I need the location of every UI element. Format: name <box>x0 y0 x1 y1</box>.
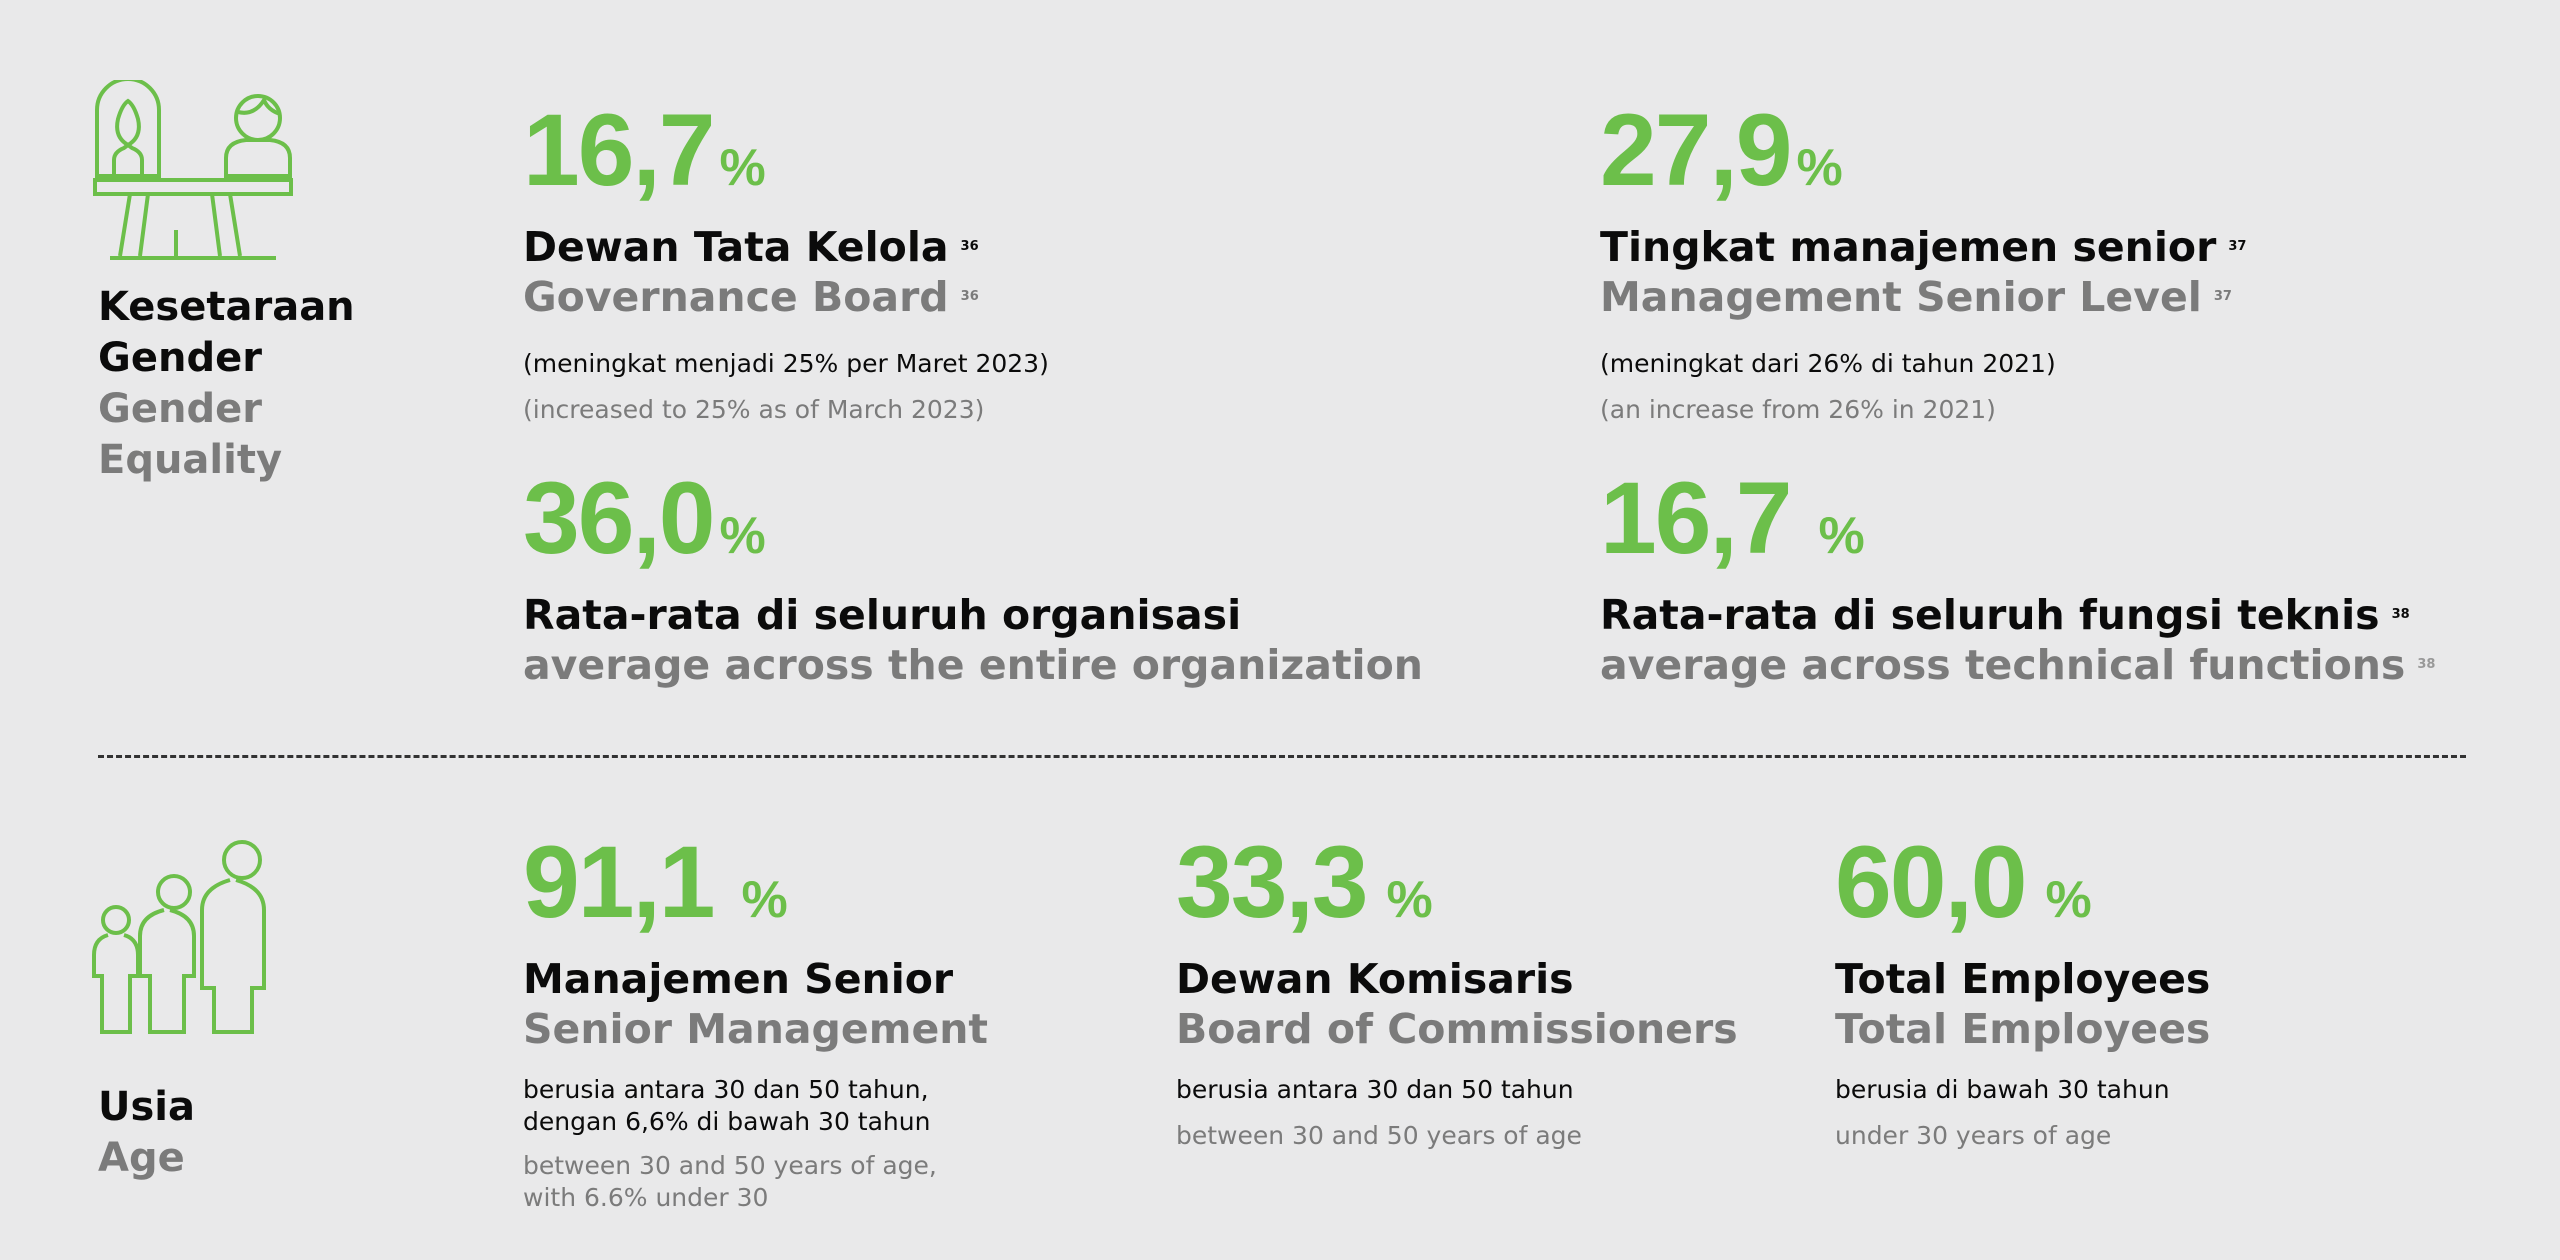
stat-technical-functions-average: 16,7% Rata-rata di seluruh fungsi teknis… <box>1600 467 2436 690</box>
stat-title-id: Manajemen Senior <box>523 955 954 1003</box>
stat-note-id: (meningkat menjadi 25% per Maret 2023) <box>523 349 1049 378</box>
stat-value: 16,7 <box>1600 461 1793 575</box>
stat-title-id: Rata-rata di seluruh organisasi <box>523 591 1242 639</box>
stat-title-en: Board of Commissioners <box>1176 1005 1738 1053</box>
stat-note-en: between 30 and 50 years of age <box>1176 1121 1582 1150</box>
stat-note-id: berusia antara 30 dan 50 tahun, dengan 6,… <box>523 1074 988 1138</box>
stat-governance-board: 16,7% Dewan Tata Kelola 36 Governance Boa… <box>523 99 1049 426</box>
footnote: 36 <box>960 239 979 254</box>
stat-title-en: Management Senior Level <box>1600 273 2202 321</box>
stat-value: 60,0 <box>1835 825 2028 939</box>
stat-board-of-commissioners-age: 33,3% Dewan Komisaris Board of Commissio… <box>1176 831 1738 1152</box>
footnote: 36 <box>960 289 979 304</box>
gender-title-id-line1: Kesetaraan <box>98 284 355 330</box>
stat-title-en: average across technical functions <box>1600 641 2406 689</box>
stat-title-id: Tingkat manajemen senior <box>1600 223 2217 271</box>
family-age-icon <box>92 840 266 1034</box>
stat-management-senior-level: 27,9% Tingkat manajemen senior 37 Managem… <box>1600 99 2247 426</box>
stat-unit: % <box>719 139 766 197</box>
age-title-en: Age <box>98 1135 185 1181</box>
stat-total-employees-age: 60,0% Total Employees Total Employees be… <box>1835 831 2211 1152</box>
note-line: with 6.6% under 30 <box>523 1183 769 1212</box>
stat-unit: % <box>741 871 788 929</box>
note-line: berusia antara 30 dan 50 tahun, <box>523 1075 929 1104</box>
stat-value: 36,0 <box>523 461 716 575</box>
stat-unit: % <box>1818 507 1865 565</box>
stat-note-id: berusia antara 30 dan 50 tahun <box>1176 1075 1574 1104</box>
stat-unit: % <box>2045 871 2092 929</box>
footnote: 37 <box>2213 289 2232 304</box>
footnote: 38 <box>2417 657 2436 672</box>
footnote: 38 <box>2391 607 2410 622</box>
stat-title-id: Rata-rata di seluruh fungsi teknis <box>1600 591 2380 639</box>
stat-title-id: Dewan Tata Kelola <box>523 223 949 271</box>
gender-title-en-line1: Gender <box>98 386 262 432</box>
stat-title-en: Governance Board <box>523 273 949 321</box>
stat-senior-management-age: 91,1% Manajemen Senior Senior Management… <box>523 831 989 1214</box>
gender-balance-scale-icon <box>93 80 293 260</box>
age-title-id: Usia <box>98 1084 195 1130</box>
stat-note-en: under 30 years of age <box>1835 1121 2112 1150</box>
gender-title-en-line2: Equality <box>98 437 283 483</box>
age-section-title: Usia Age <box>98 1082 195 1184</box>
stat-title-id: Total Employees <box>1835 955 2211 1003</box>
stat-note-id: (meningkat dari 26% di tahun 2021) <box>1600 349 2056 378</box>
stat-title-en: average across the entire organization <box>523 641 1423 689</box>
note-line: between 30 and 50 years of age, <box>523 1151 937 1180</box>
stat-unit: % <box>1796 139 1843 197</box>
note-line: dengan 6,6% di bawah 30 tahun <box>523 1107 931 1136</box>
stat-value: 16,7 <box>523 93 716 207</box>
footnote: 37 <box>2228 239 2247 254</box>
stat-title-en: Senior Management <box>523 1005 989 1053</box>
stat-value: 33,3 <box>1176 825 1369 939</box>
stat-note-id: berusia di bawah 30 tahun <box>1835 1075 2170 1104</box>
gender-title-id-line2: Gender <box>98 335 262 381</box>
stat-unit: % <box>1386 871 1433 929</box>
stat-note-en: between 30 and 50 years of age, with 6.6%… <box>523 1150 988 1214</box>
gender-section-title: Kesetaraan Gender Gender Equality <box>98 282 355 486</box>
stat-organization-average: 36,0% Rata-rata di seluruh organisasi av… <box>523 467 1423 690</box>
section-divider <box>98 755 2466 758</box>
stat-note-en: (increased to 25% as of March 2023) <box>523 395 985 424</box>
stat-title-id: Dewan Komisaris <box>1176 955 1574 1003</box>
stat-title-en: Total Employees <box>1835 1005 2211 1053</box>
stat-note-en: (an increase from 26% in 2021) <box>1600 395 1996 424</box>
stat-unit: % <box>719 507 766 565</box>
stat-value: 27,9 <box>1600 93 1793 207</box>
stat-value: 91,1 <box>523 825 716 939</box>
